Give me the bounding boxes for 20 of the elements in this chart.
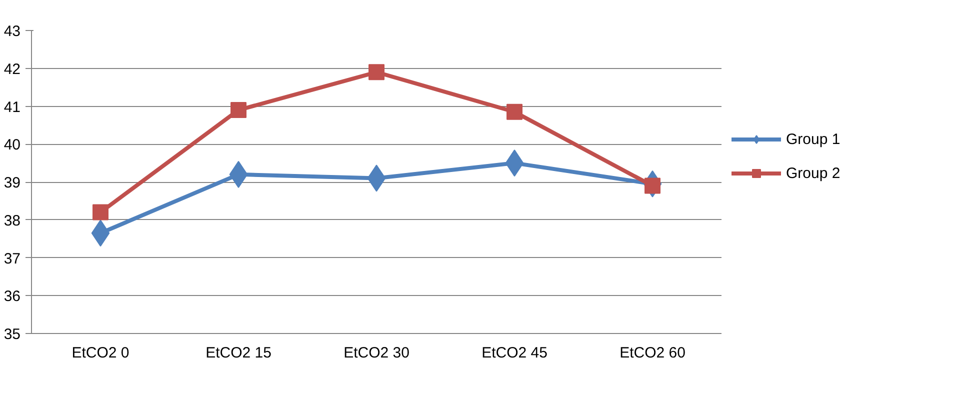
point (230, 102, 246, 118)
y-tick-label: 35 (4, 326, 21, 343)
point (506, 104, 522, 120)
x-tick-label: EtCO2 15 (206, 344, 272, 362)
x-tick-label: EtCO2 45 (482, 344, 548, 362)
y-tick-label: 38 (4, 212, 21, 230)
y-tick-label: 42 (4, 60, 21, 78)
legend-label: Group 1 (786, 130, 840, 148)
y-tick-label: 37 (4, 250, 21, 268)
x-tick-label: EtCO2 60 (620, 344, 686, 362)
y-tick-label: 39 (4, 174, 21, 192)
point (92, 204, 108, 220)
y-tick-label: 36 (4, 288, 21, 306)
y-tick-label: 41 (4, 98, 21, 116)
y-tick-label: 43 (4, 23, 21, 40)
legend-label: Group 2 (786, 164, 840, 182)
x-tick-label: EtCO2 0 (72, 344, 130, 362)
point (368, 64, 384, 80)
x-tick-label: EtCO2 30 (344, 344, 410, 362)
y-tick-label: 40 (4, 136, 21, 154)
